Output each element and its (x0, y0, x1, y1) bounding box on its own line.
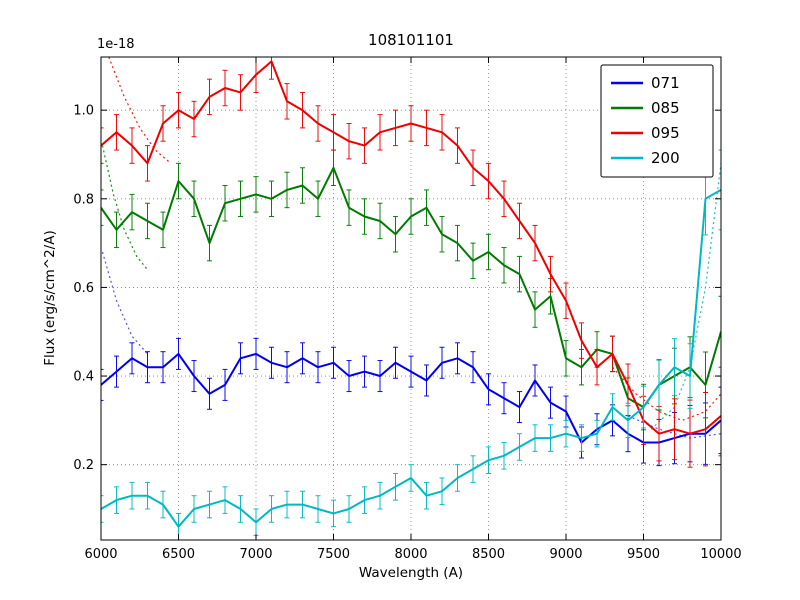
series-line-095 (101, 60, 721, 435)
svg-text:0.4: 0.4 (73, 370, 94, 385)
legend-label-085: 085 (651, 99, 680, 117)
svg-text:0.6: 0.6 (73, 281, 94, 296)
series-line-085 (101, 166, 721, 409)
svg-text:8500: 8500 (472, 547, 505, 562)
svg-text:9500: 9500 (627, 547, 660, 562)
data-layer (101, 57, 721, 540)
legend-label-095: 095 (651, 124, 680, 142)
legend-box (600, 64, 714, 178)
svg-text:0.8: 0.8 (73, 192, 94, 207)
dotted-overlay-4 (650, 163, 721, 430)
y-axis-label: Flux (erg/s/cm^2/A) (42, 230, 58, 366)
svg-text:6000: 6000 (84, 547, 117, 562)
series-line-071 (101, 352, 721, 444)
legend-label-200: 200 (651, 149, 680, 167)
axis-offset-text: 1e-18 (97, 37, 135, 52)
tick-marks (100, 57, 722, 540)
svg-text:10000: 10000 (700, 547, 741, 562)
svg-text:8000: 8000 (394, 547, 427, 562)
svg-text:6500: 6500 (162, 547, 195, 562)
dotted-overlay-0 (108, 57, 172, 164)
svg-text:0.2: 0.2 (73, 458, 94, 473)
svg-text:7000: 7000 (239, 547, 272, 562)
legend-label-071: 071 (651, 74, 680, 92)
svg-text:1.0: 1.0 (73, 104, 94, 119)
x-tick-labels: 6000 6500 7000 7500 8000 8500 9000 9500 10000 (84, 547, 741, 562)
series-line-200 (101, 189, 721, 528)
dotted-overlay-2 (101, 251, 148, 355)
legend: 071 085 095 200 (600, 64, 714, 178)
y-tick-labels: 0.2 0.4 0.6 0.8 1.0 (73, 104, 94, 473)
chart-title: 108101101 (368, 31, 454, 49)
svg-text:9000: 9000 (549, 547, 582, 562)
x-axis-label: Wavelength (A) (358, 565, 464, 581)
svg-text:7500: 7500 (317, 547, 350, 562)
